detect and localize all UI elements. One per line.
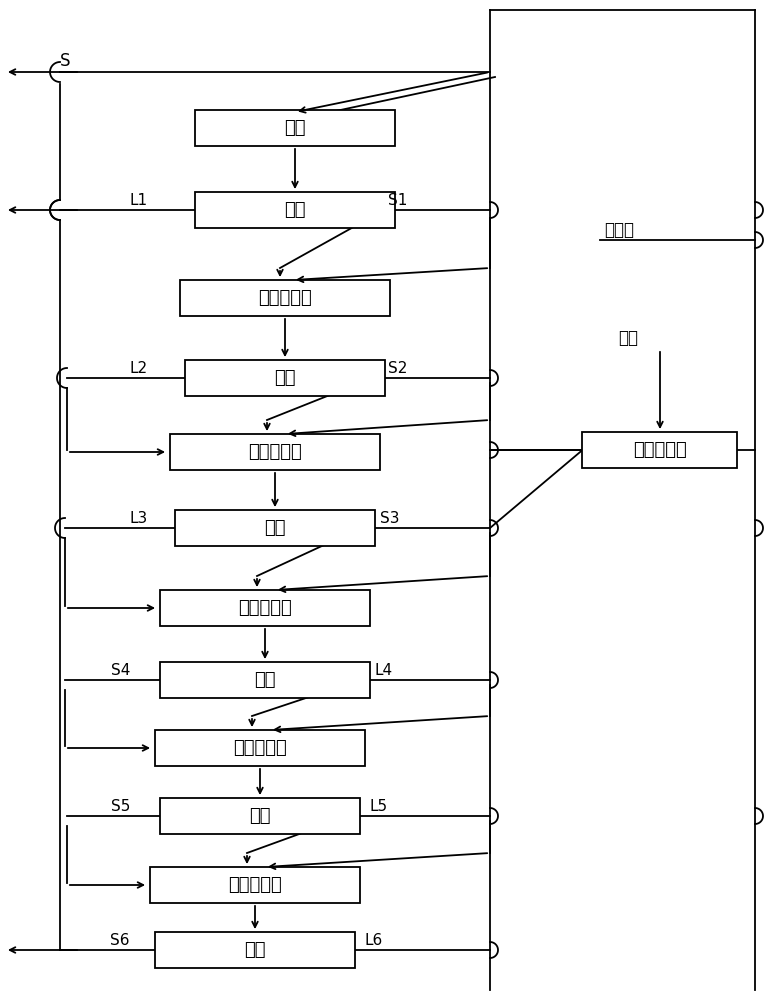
Text: 洗涤剂: 洗涤剂 bbox=[604, 221, 634, 239]
Text: 澄清: 澄清 bbox=[249, 807, 270, 825]
Text: 溶解: 溶解 bbox=[284, 119, 306, 137]
Text: S2: S2 bbox=[388, 361, 407, 376]
Text: 第二级洗涤: 第二级洗涤 bbox=[228, 876, 282, 894]
Text: L4: L4 bbox=[375, 663, 393, 678]
FancyBboxPatch shape bbox=[160, 590, 370, 626]
Text: L5: L5 bbox=[370, 799, 388, 814]
FancyBboxPatch shape bbox=[195, 110, 395, 146]
Text: 浸出剂配制: 浸出剂配制 bbox=[633, 441, 687, 459]
Text: 过滤: 过滤 bbox=[274, 369, 296, 387]
Text: S4: S4 bbox=[111, 663, 130, 678]
Text: 硝酸: 硝酸 bbox=[618, 329, 638, 347]
Text: S3: S3 bbox=[380, 511, 400, 526]
FancyBboxPatch shape bbox=[195, 192, 395, 228]
Text: S: S bbox=[60, 52, 70, 70]
FancyBboxPatch shape bbox=[170, 434, 380, 470]
Text: S5: S5 bbox=[111, 799, 130, 814]
FancyBboxPatch shape bbox=[155, 932, 355, 968]
Text: L6: L6 bbox=[365, 933, 384, 948]
Text: S6: S6 bbox=[111, 933, 130, 948]
Text: 过滤: 过滤 bbox=[244, 941, 266, 959]
Text: L2: L2 bbox=[130, 361, 148, 376]
Text: S1: S1 bbox=[388, 193, 407, 208]
FancyBboxPatch shape bbox=[150, 867, 360, 903]
Text: 过滤: 过滤 bbox=[284, 201, 306, 219]
FancyBboxPatch shape bbox=[160, 662, 370, 698]
FancyBboxPatch shape bbox=[175, 510, 375, 546]
Text: 第一级洗涤: 第一级洗涤 bbox=[233, 739, 286, 757]
FancyBboxPatch shape bbox=[160, 798, 360, 834]
FancyBboxPatch shape bbox=[582, 432, 737, 468]
FancyBboxPatch shape bbox=[155, 730, 365, 766]
Text: L1: L1 bbox=[130, 193, 148, 208]
Text: 第一级浸出: 第一级浸出 bbox=[248, 443, 302, 461]
Text: 过滤: 过滤 bbox=[254, 671, 276, 689]
Text: 第二级浸出: 第二级浸出 bbox=[238, 599, 292, 617]
FancyBboxPatch shape bbox=[185, 360, 385, 396]
Text: 澄清: 澄清 bbox=[264, 519, 286, 537]
Text: 不溶渣洗涤: 不溶渣洗涤 bbox=[258, 289, 312, 307]
FancyBboxPatch shape bbox=[180, 280, 390, 316]
Text: L3: L3 bbox=[130, 511, 148, 526]
